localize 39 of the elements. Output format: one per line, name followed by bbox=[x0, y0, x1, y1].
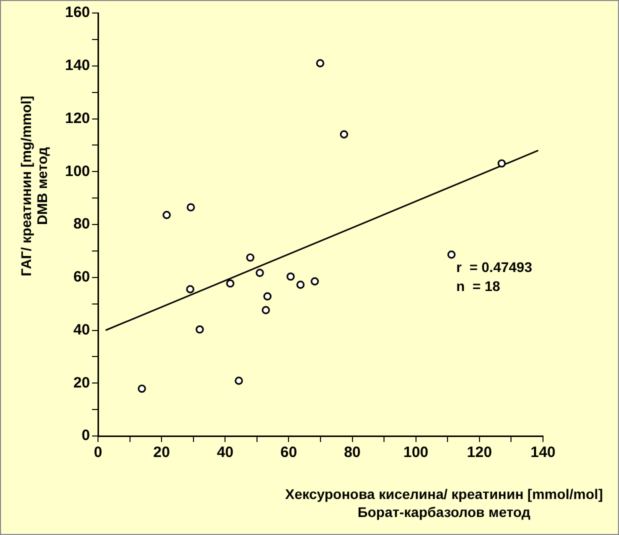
point bbox=[286, 272, 295, 281]
point bbox=[498, 159, 506, 168]
y-tick-label: 60 bbox=[73, 268, 90, 286]
point bbox=[340, 130, 348, 138]
y-axis-title: ГАГ/ креатинин [mg/mmol] DMB метод bbox=[18, 96, 50, 276]
point bbox=[262, 306, 270, 314]
annotation: n = 18 bbox=[456, 278, 500, 294]
x-tick-label: 0 bbox=[94, 444, 102, 462]
x-tick-label: 120 bbox=[466, 444, 492, 462]
y-tick-label: 100 bbox=[64, 162, 90, 180]
y-tick-label: 0 bbox=[82, 427, 90, 444]
point bbox=[234, 376, 243, 385]
point bbox=[196, 325, 204, 334]
x-tick-label: 40 bbox=[216, 444, 234, 462]
point bbox=[138, 384, 146, 393]
x-tick-label: 20 bbox=[153, 444, 170, 462]
y-tick-label: 120 bbox=[64, 110, 90, 127]
point bbox=[316, 59, 324, 68]
point bbox=[256, 268, 264, 277]
annotation: r = 0.47493 bbox=[456, 258, 532, 275]
y-tick-label: 20 bbox=[73, 374, 90, 392]
point bbox=[310, 277, 319, 286]
point bbox=[447, 250, 456, 259]
y-tick-label: 160 bbox=[64, 4, 90, 22]
point bbox=[186, 285, 194, 294]
x-tick-label: 140 bbox=[530, 444, 556, 462]
point bbox=[162, 210, 171, 220]
point bbox=[296, 280, 305, 289]
x-tick-label: 100 bbox=[403, 444, 428, 462]
point bbox=[226, 279, 234, 288]
y-tick-label: 140 bbox=[64, 57, 90, 74]
point bbox=[246, 253, 254, 262]
y-tick-label: 40 bbox=[73, 321, 90, 338]
x-axis-title: Хексуронова киселина/ креатинин [mmol/mol] Борат-карбазолов метод bbox=[285, 486, 603, 520]
point bbox=[186, 203, 195, 212]
x-tick-label: 80 bbox=[344, 444, 361, 462]
y-tick-label: 80 bbox=[73, 216, 90, 233]
x-tick-label: 60 bbox=[280, 444, 298, 462]
point bbox=[263, 292, 272, 301]
